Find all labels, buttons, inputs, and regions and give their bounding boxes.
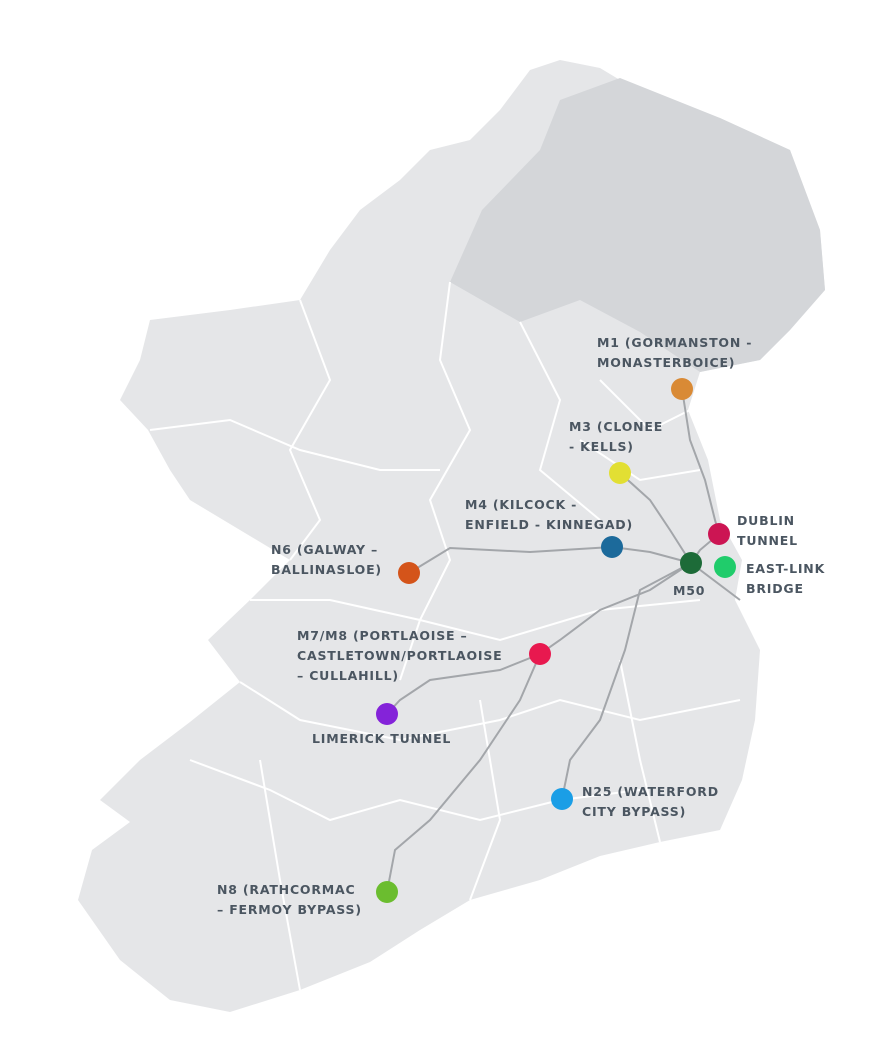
toll-label-line: M4 (KILCOCK - <box>465 497 578 512</box>
toll-label-east-link: EAST-LINK BRIDGE <box>746 559 825 599</box>
toll-marker-limerick-tunnel[interactable] <box>376 703 398 725</box>
toll-label-line: MONASTERBOICE) <box>597 355 736 370</box>
toll-label-limerick-tunnel: LIMERICK TUNNEL <box>312 729 451 749</box>
toll-marker-m3[interactable] <box>609 462 631 484</box>
toll-marker-m1[interactable] <box>671 378 693 400</box>
toll-label-line: BRIDGE <box>746 581 804 596</box>
northern-ireland-region <box>450 78 825 372</box>
toll-label-line: N6 (GALWAY – <box>271 542 379 557</box>
toll-label-line: CASTLETOWN/PORTLAOISE <box>297 648 503 663</box>
toll-label-line: EAST-LINK <box>746 561 826 576</box>
toll-label-n8: N8 (RATHCORMAC – FERMOY BYPASS) <box>217 880 362 920</box>
toll-marker-dublin-tunnel[interactable] <box>708 523 730 545</box>
toll-label-m50: M50 <box>673 581 705 601</box>
toll-marker-n8[interactable] <box>376 881 398 903</box>
toll-marker-m4[interactable] <box>601 536 623 558</box>
toll-label-line: CITY BYPASS) <box>582 804 687 819</box>
toll-label-dublin-tunnel: DUBLIN TUNNEL <box>737 511 798 551</box>
toll-label-m1: M1 (GORMANSTON - MONASTERBOICE) <box>597 333 752 373</box>
toll-marker-n6[interactable] <box>398 562 420 584</box>
toll-label-line: M7/M8 (PORTLAOISE – <box>297 628 468 643</box>
toll-label-line: N8 (RATHCORMAC <box>217 882 356 897</box>
toll-label-line: N25 (WATERFORD <box>582 784 719 799</box>
toll-marker-m50[interactable] <box>680 552 702 574</box>
toll-label-line: ENFIELD - KINNEGAD) <box>465 517 633 532</box>
toll-marker-n25[interactable] <box>551 788 573 810</box>
toll-label-n25: N25 (WATERFORD CITY BYPASS) <box>582 782 719 822</box>
toll-label-line: - KELLS) <box>569 439 634 454</box>
toll-label-line: TUNNEL <box>737 533 798 548</box>
toll-label-line: – CULLAHILL) <box>297 668 399 683</box>
toll-label-line: M1 (GORMANSTON - <box>597 335 753 350</box>
toll-marker-m7-m8[interactable] <box>529 643 551 665</box>
toll-label-m3: M3 (CLONEE - KELLS) <box>569 417 663 457</box>
toll-label-line: LIMERICK TUNNEL <box>312 731 452 746</box>
toll-label-line: BALLINASLOE) <box>271 562 382 577</box>
toll-label-m7-m8: M7/M8 (PORTLAOISE – CASTLETOWN/PORTLAOISE… <box>297 626 502 686</box>
toll-label-line: M50 <box>673 583 706 598</box>
toll-marker-east-link[interactable] <box>714 556 736 578</box>
toll-label-line: – FERMOY BYPASS) <box>217 902 362 917</box>
toll-label-line: M3 (CLONEE <box>569 419 664 434</box>
toll-label-line: DUBLIN <box>737 513 795 528</box>
toll-label-n6: N6 (GALWAY – BALLINASLOE) <box>271 540 382 580</box>
toll-label-m4: M4 (KILCOCK - ENFIELD - KINNEGAD) <box>465 495 633 535</box>
